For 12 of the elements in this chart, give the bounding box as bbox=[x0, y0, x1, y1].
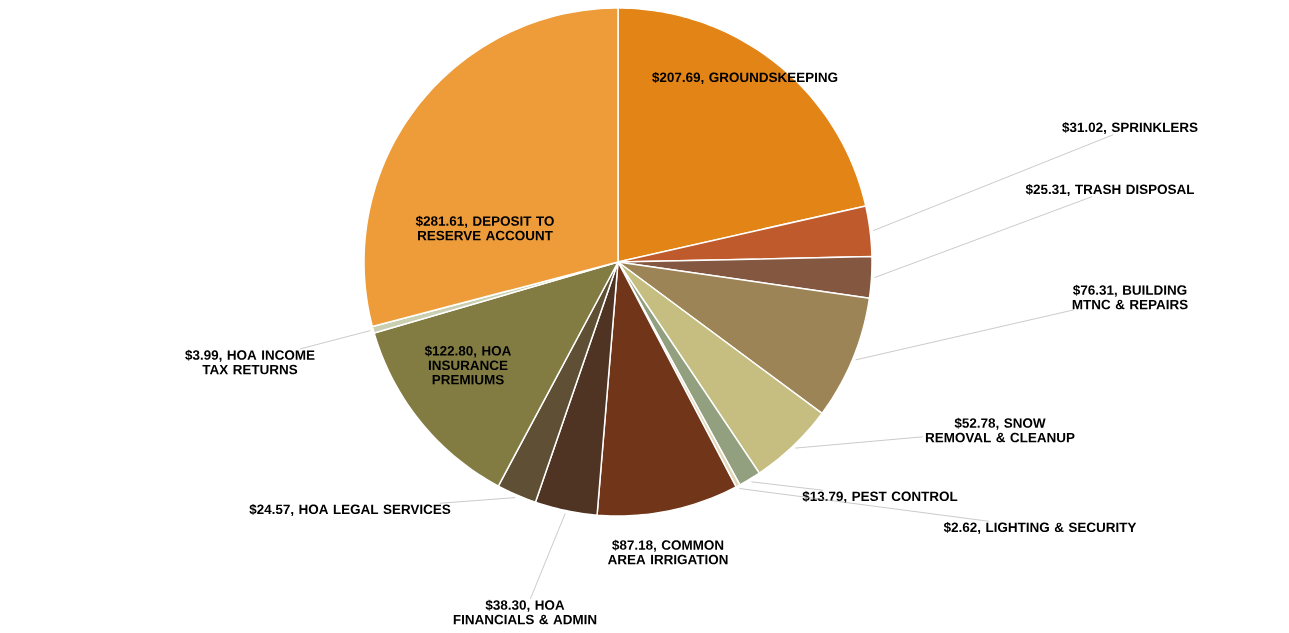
slice-label: $38.30, HOA FINANCIALS & ADMIN bbox=[453, 599, 597, 625]
slice-label: $2.62, LIGHTING & SECURITY bbox=[943, 521, 1137, 535]
slice-label: $31.02, SPRINKLERS bbox=[1062, 121, 1198, 135]
slice-label: $76.31, BUILDING MTNC & REPAIRS bbox=[1072, 284, 1188, 310]
slice-label: $52.78, SNOW REMOVAL & CLEANUP bbox=[925, 417, 1075, 443]
slice-label: $3.99, HOA INCOME TAX RETURNS bbox=[185, 349, 315, 375]
slice-label: $13.79, PEST CONTROL bbox=[802, 490, 958, 504]
slice-label: $87.18, COMMON AREA IRRIGATION bbox=[607, 539, 728, 565]
slice-label: $122.80, HOA INSURANCE PREMIUMS bbox=[424, 345, 511, 385]
slice-label: $281.61, DEPOSIT TO RESERVE ACCOUNT bbox=[415, 215, 554, 241]
slice-label: $24.57, HOA LEGAL SERVICES bbox=[249, 503, 451, 517]
slice-label: $25.31, TRASH DISPOSAL bbox=[1025, 183, 1195, 197]
